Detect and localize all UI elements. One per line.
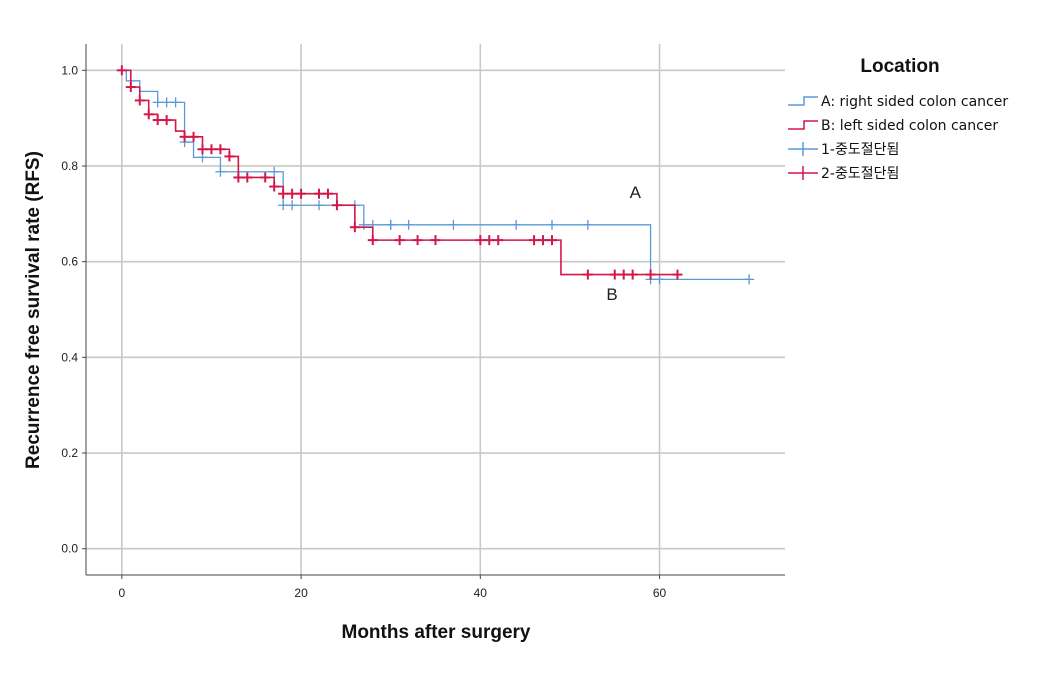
censor-mark-B [609, 269, 620, 280]
legend-label: 1-중도절단됨 [821, 142, 899, 158]
x-tick-label: 0 [119, 586, 126, 600]
censor-mark-B [215, 144, 226, 155]
censor-mark-A [385, 219, 396, 230]
censor-mark-B [394, 235, 405, 246]
series-line-A [121, 69, 750, 281]
censor-mark-B [125, 82, 136, 93]
censor-mark-A [511, 219, 522, 230]
censor-mark-B [224, 151, 235, 162]
y-axis-title: Recurrence free survival rate (RFS) [23, 151, 44, 469]
censor-mark-B [367, 235, 378, 246]
annotation-label: B [606, 285, 617, 304]
legend: Location A: right sided colon cancer B: l… [788, 56, 1008, 182]
censor-mark-B [475, 235, 486, 246]
censor-mark-A [161, 97, 172, 108]
censor-mark-B [627, 269, 638, 280]
censor-mark-B [152, 115, 163, 126]
y-tick-label: 0.6 [61, 255, 78, 269]
censor-mark-B [296, 188, 307, 199]
censor-mark-A [269, 166, 280, 177]
censor-mark-B [331, 200, 342, 211]
censor-mark-B [206, 144, 217, 155]
censor-mark-A [744, 274, 755, 285]
series-lines [116, 65, 755, 285]
censor-mark-A [448, 219, 459, 230]
legend-entry: 1-중도절단됨 [788, 142, 899, 158]
censor-mark-A [314, 200, 324, 211]
legend-entry: B: left sided colon cancer [788, 118, 998, 134]
censor-mark-A [582, 219, 593, 230]
y-tick-label: 1.0 [61, 63, 78, 77]
censor-mark-B [233, 172, 244, 183]
gridlines [86, 44, 785, 575]
legend-step-swatch [788, 120, 818, 130]
censor-mark-B [582, 269, 593, 280]
censor-mark-B [161, 115, 172, 126]
censor-mark-B [430, 235, 441, 246]
legend-label: B: left sided colon cancer [821, 118, 998, 134]
censor-mark-B [143, 109, 154, 120]
censor-mark-A [170, 97, 181, 108]
censor-mark-B [529, 235, 540, 246]
censor-mark-A [215, 166, 226, 177]
axes: 0 20 40 60 0.0 0.2 0.4 0.6 0.8 1.0 [61, 44, 785, 600]
legend-entry: 2-중도절단됨 [788, 166, 899, 182]
censor-mark-B [314, 188, 324, 199]
censor-mark-B [188, 131, 199, 142]
x-axis-title: Months after surgery [342, 622, 531, 643]
censor-mark-A [403, 219, 414, 230]
censor-mark-B [197, 144, 208, 155]
y-tick-label: 0.8 [61, 159, 78, 173]
legend-step-swatch [788, 96, 818, 106]
censor-mark-A [152, 97, 163, 108]
censor-mark-B [672, 269, 683, 280]
censor-mark-B [349, 222, 360, 233]
censor-mark-A [654, 274, 665, 285]
legend-entry: A: right sided colon cancer [788, 94, 1008, 110]
censor-mark-B [484, 235, 495, 246]
censor-mark-B [260, 172, 271, 183]
censor-mark-B [412, 235, 423, 246]
legend-label: A: right sided colon cancer [821, 94, 1008, 110]
x-tick-label: 20 [294, 586, 308, 600]
censor-mark-B [278, 188, 289, 199]
censor-mark-A [287, 200, 298, 211]
annotation-label: A [630, 183, 642, 202]
censor-mark-B [618, 269, 629, 280]
censor-mark-B [322, 188, 333, 199]
censor-mark-B [179, 131, 190, 142]
censor-mark-B [287, 188, 298, 199]
legend-title: Location [860, 56, 939, 77]
x-tick-label: 60 [653, 586, 667, 600]
censor-mark-B [493, 235, 504, 246]
censor-mark-A [358, 219, 369, 230]
y-tick-label: 0.2 [61, 446, 78, 460]
annotations: AB [606, 183, 641, 304]
censor-mark-B [242, 172, 253, 183]
y-tick-label: 0.4 [61, 350, 78, 364]
censor-mark-B [645, 269, 656, 280]
censor-mark-B [269, 181, 280, 192]
censor-mark-B [538, 235, 549, 246]
censor-mark-B [134, 95, 145, 106]
censor-mark-A [547, 219, 557, 230]
legend-label: 2-중도절단됨 [821, 166, 899, 182]
censor-mark-A [278, 200, 289, 211]
y-tick-label: 0.0 [61, 542, 78, 556]
censor-mark-B [547, 235, 557, 246]
censor-mark-B [116, 65, 127, 76]
x-tick-label: 40 [474, 586, 488, 600]
